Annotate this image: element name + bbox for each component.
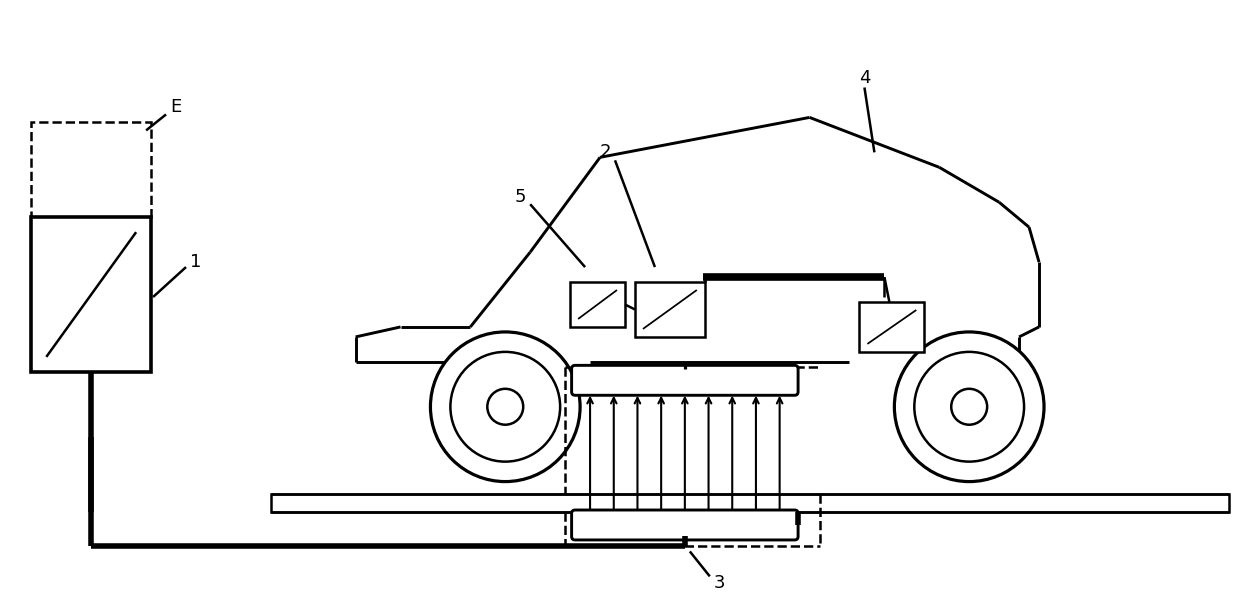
Text: 3: 3 [714,574,725,592]
Bar [570,282,625,327]
Text: E: E [170,99,181,116]
Text: 4: 4 [858,69,870,87]
Bar [270,494,1229,512]
Text: 1: 1 [190,253,202,271]
Bar [31,122,151,217]
Bar [31,217,151,372]
FancyBboxPatch shape [572,365,799,396]
Text: 2: 2 [599,143,611,161]
Circle shape [450,352,560,462]
Text: 5: 5 [515,188,526,206]
Bar [859,302,924,352]
Circle shape [894,332,1044,482]
Circle shape [951,389,987,425]
Bar [635,282,704,337]
Circle shape [487,389,523,425]
Circle shape [914,352,1024,462]
FancyBboxPatch shape [572,510,799,540]
Circle shape [430,332,580,482]
